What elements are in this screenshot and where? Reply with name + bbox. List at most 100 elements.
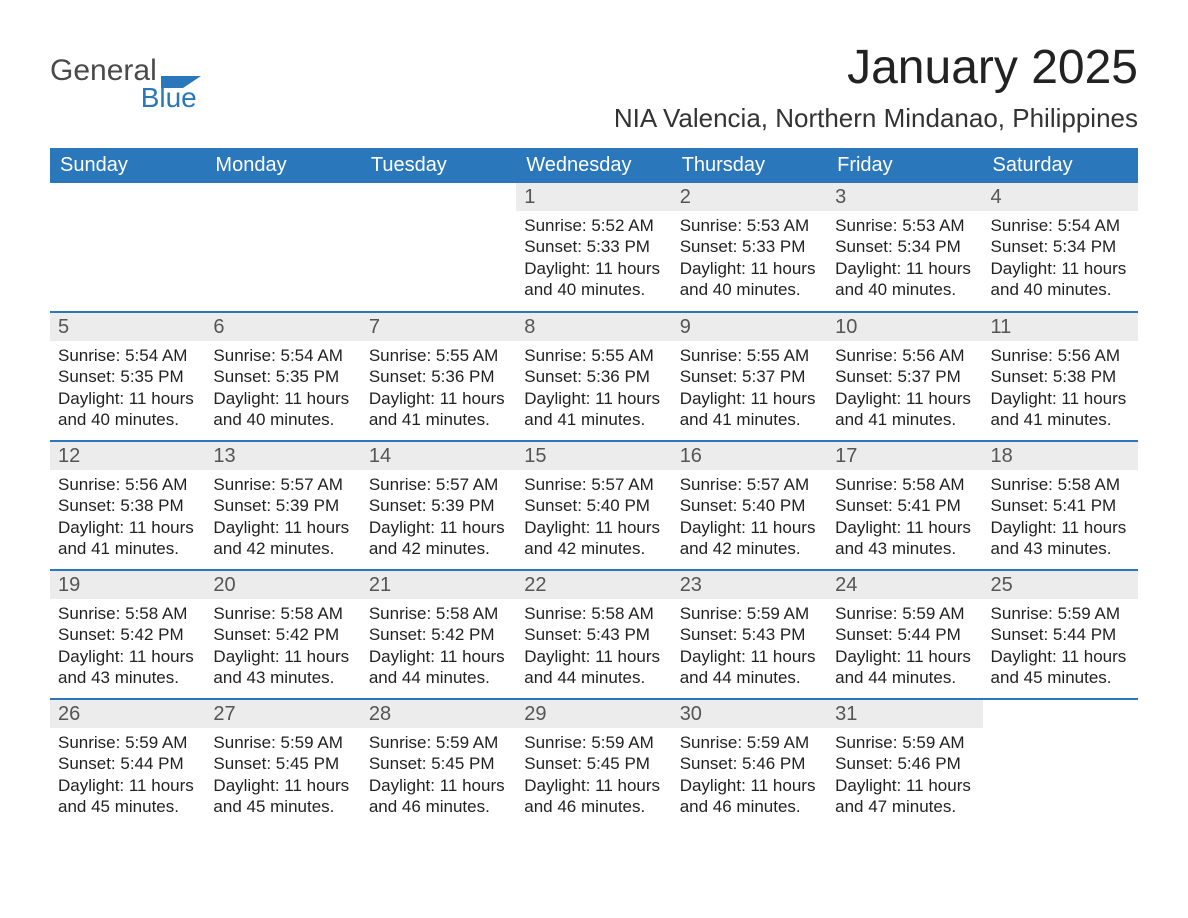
calendar-row: 5Sunrise: 5:54 AMSunset: 5:35 PMDaylight… <box>50 311 1138 440</box>
calendar-cell: 31Sunrise: 5:59 AMSunset: 5:46 PMDayligh… <box>827 698 982 827</box>
day-details: Sunrise: 5:59 AMSunset: 5:44 PMDaylight:… <box>827 599 982 698</box>
weekday-header: Tuesday <box>361 148 516 183</box>
day-details: Sunrise: 5:53 AMSunset: 5:34 PMDaylight:… <box>827 211 982 310</box>
day-number: 31 <box>827 700 982 728</box>
day-number: 13 <box>205 442 360 470</box>
calendar-cell: 25Sunrise: 5:59 AMSunset: 5:44 PMDayligh… <box>983 569 1138 698</box>
day-number: 23 <box>672 571 827 599</box>
heading-block: January 2025 NIA Valencia, Northern Mind… <box>614 40 1138 134</box>
brand-logo: General Blue <box>50 40 201 114</box>
calendar-cell: 30Sunrise: 5:59 AMSunset: 5:46 PMDayligh… <box>672 698 827 827</box>
day-details: Sunrise: 5:56 AMSunset: 5:37 PMDaylight:… <box>827 341 982 440</box>
day-details: Sunrise: 5:59 AMSunset: 5:45 PMDaylight:… <box>516 728 671 827</box>
weekday-header: Thursday <box>672 148 827 183</box>
calendar-cell: 18Sunrise: 5:58 AMSunset: 5:41 PMDayligh… <box>983 440 1138 569</box>
calendar-cell: 5Sunrise: 5:54 AMSunset: 5:35 PMDaylight… <box>50 311 205 440</box>
day-number: 12 <box>50 442 205 470</box>
calendar-cell <box>50 183 205 311</box>
calendar-cell: 16Sunrise: 5:57 AMSunset: 5:40 PMDayligh… <box>672 440 827 569</box>
calendar-cell: 17Sunrise: 5:58 AMSunset: 5:41 PMDayligh… <box>827 440 982 569</box>
calendar-cell: 7Sunrise: 5:55 AMSunset: 5:36 PMDaylight… <box>361 311 516 440</box>
day-details: Sunrise: 5:54 AMSunset: 5:35 PMDaylight:… <box>205 341 360 440</box>
day-details: Sunrise: 5:58 AMSunset: 5:42 PMDaylight:… <box>205 599 360 698</box>
day-number: 20 <box>205 571 360 599</box>
calendar-cell: 2Sunrise: 5:53 AMSunset: 5:33 PMDaylight… <box>672 183 827 311</box>
calendar-cell: 20Sunrise: 5:58 AMSunset: 5:42 PMDayligh… <box>205 569 360 698</box>
day-number: 10 <box>827 313 982 341</box>
day-number: 24 <box>827 571 982 599</box>
calendar-table: Sunday Monday Tuesday Wednesday Thursday… <box>50 148 1138 827</box>
day-number: 3 <box>827 183 982 211</box>
calendar-cell: 21Sunrise: 5:58 AMSunset: 5:42 PMDayligh… <box>361 569 516 698</box>
calendar-cell: 1Sunrise: 5:52 AMSunset: 5:33 PMDaylight… <box>516 183 671 311</box>
calendar-page: General Blue January 2025 NIA Valencia, … <box>0 0 1188 867</box>
day-number: 6 <box>205 313 360 341</box>
day-details: Sunrise: 5:55 AMSunset: 5:36 PMDaylight:… <box>361 341 516 440</box>
day-details: Sunrise: 5:59 AMSunset: 5:46 PMDaylight:… <box>672 728 827 827</box>
day-number: 15 <box>516 442 671 470</box>
day-number: 26 <box>50 700 205 728</box>
page-title: January 2025 <box>614 40 1138 95</box>
day-number: 7 <box>361 313 516 341</box>
calendar-cell: 24Sunrise: 5:59 AMSunset: 5:44 PMDayligh… <box>827 569 982 698</box>
calendar-cell: 28Sunrise: 5:59 AMSunset: 5:45 PMDayligh… <box>361 698 516 827</box>
day-details: Sunrise: 5:56 AMSunset: 5:38 PMDaylight:… <box>50 470 205 569</box>
day-details: Sunrise: 5:59 AMSunset: 5:43 PMDaylight:… <box>672 599 827 698</box>
day-details: Sunrise: 5:57 AMSunset: 5:40 PMDaylight:… <box>516 470 671 569</box>
day-details: Sunrise: 5:59 AMSunset: 5:45 PMDaylight:… <box>205 728 360 827</box>
calendar-cell: 3Sunrise: 5:53 AMSunset: 5:34 PMDaylight… <box>827 183 982 311</box>
day-number: 16 <box>672 442 827 470</box>
calendar-cell: 14Sunrise: 5:57 AMSunset: 5:39 PMDayligh… <box>361 440 516 569</box>
weekday-header: Saturday <box>983 148 1138 183</box>
calendar-cell: 15Sunrise: 5:57 AMSunset: 5:40 PMDayligh… <box>516 440 671 569</box>
day-details: Sunrise: 5:57 AMSunset: 5:40 PMDaylight:… <box>672 470 827 569</box>
calendar-cell: 13Sunrise: 5:57 AMSunset: 5:39 PMDayligh… <box>205 440 360 569</box>
day-details: Sunrise: 5:58 AMSunset: 5:43 PMDaylight:… <box>516 599 671 698</box>
day-number: 5 <box>50 313 205 341</box>
day-details: Sunrise: 5:59 AMSunset: 5:44 PMDaylight:… <box>983 599 1138 698</box>
day-number: 22 <box>516 571 671 599</box>
calendar-cell: 27Sunrise: 5:59 AMSunset: 5:45 PMDayligh… <box>205 698 360 827</box>
day-details: Sunrise: 5:59 AMSunset: 5:45 PMDaylight:… <box>361 728 516 827</box>
calendar-cell: 11Sunrise: 5:56 AMSunset: 5:38 PMDayligh… <box>983 311 1138 440</box>
day-details: Sunrise: 5:55 AMSunset: 5:37 PMDaylight:… <box>672 341 827 440</box>
calendar-cell: 9Sunrise: 5:55 AMSunset: 5:37 PMDaylight… <box>672 311 827 440</box>
day-number: 21 <box>361 571 516 599</box>
day-number: 29 <box>516 700 671 728</box>
day-number: 8 <box>516 313 671 341</box>
weekday-header: Friday <box>827 148 982 183</box>
calendar-cell: 4Sunrise: 5:54 AMSunset: 5:34 PMDaylight… <box>983 183 1138 311</box>
day-details: Sunrise: 5:52 AMSunset: 5:33 PMDaylight:… <box>516 211 671 310</box>
calendar-row: 1Sunrise: 5:52 AMSunset: 5:33 PMDaylight… <box>50 183 1138 311</box>
calendar-cell: 10Sunrise: 5:56 AMSunset: 5:37 PMDayligh… <box>827 311 982 440</box>
day-details: Sunrise: 5:58 AMSunset: 5:41 PMDaylight:… <box>827 470 982 569</box>
day-details: Sunrise: 5:53 AMSunset: 5:33 PMDaylight:… <box>672 211 827 310</box>
weekday-header-row: Sunday Monday Tuesday Wednesday Thursday… <box>50 148 1138 183</box>
day-number: 27 <box>205 700 360 728</box>
day-number: 25 <box>983 571 1138 599</box>
calendar-cell: 23Sunrise: 5:59 AMSunset: 5:43 PMDayligh… <box>672 569 827 698</box>
calendar-cell: 26Sunrise: 5:59 AMSunset: 5:44 PMDayligh… <box>50 698 205 827</box>
day-details: Sunrise: 5:59 AMSunset: 5:44 PMDaylight:… <box>50 728 205 827</box>
calendar-cell <box>205 183 360 311</box>
day-details: Sunrise: 5:54 AMSunset: 5:34 PMDaylight:… <box>983 211 1138 310</box>
calendar-row: 12Sunrise: 5:56 AMSunset: 5:38 PMDayligh… <box>50 440 1138 569</box>
day-details: Sunrise: 5:56 AMSunset: 5:38 PMDaylight:… <box>983 341 1138 440</box>
day-details: Sunrise: 5:58 AMSunset: 5:42 PMDaylight:… <box>50 599 205 698</box>
day-number: 9 <box>672 313 827 341</box>
day-number: 14 <box>361 442 516 470</box>
day-number: 28 <box>361 700 516 728</box>
calendar-cell: 29Sunrise: 5:59 AMSunset: 5:45 PMDayligh… <box>516 698 671 827</box>
calendar-cell: 6Sunrise: 5:54 AMSunset: 5:35 PMDaylight… <box>205 311 360 440</box>
header-row: General Blue January 2025 NIA Valencia, … <box>50 40 1138 134</box>
calendar-cell <box>983 698 1138 827</box>
weekday-header: Wednesday <box>516 148 671 183</box>
day-number: 30 <box>672 700 827 728</box>
calendar-cell <box>361 183 516 311</box>
weekday-header: Sunday <box>50 148 205 183</box>
calendar-cell: 19Sunrise: 5:58 AMSunset: 5:42 PMDayligh… <box>50 569 205 698</box>
day-number: 4 <box>983 183 1138 211</box>
day-number: 1 <box>516 183 671 211</box>
calendar-row: 26Sunrise: 5:59 AMSunset: 5:44 PMDayligh… <box>50 698 1138 827</box>
day-details: Sunrise: 5:55 AMSunset: 5:36 PMDaylight:… <box>516 341 671 440</box>
